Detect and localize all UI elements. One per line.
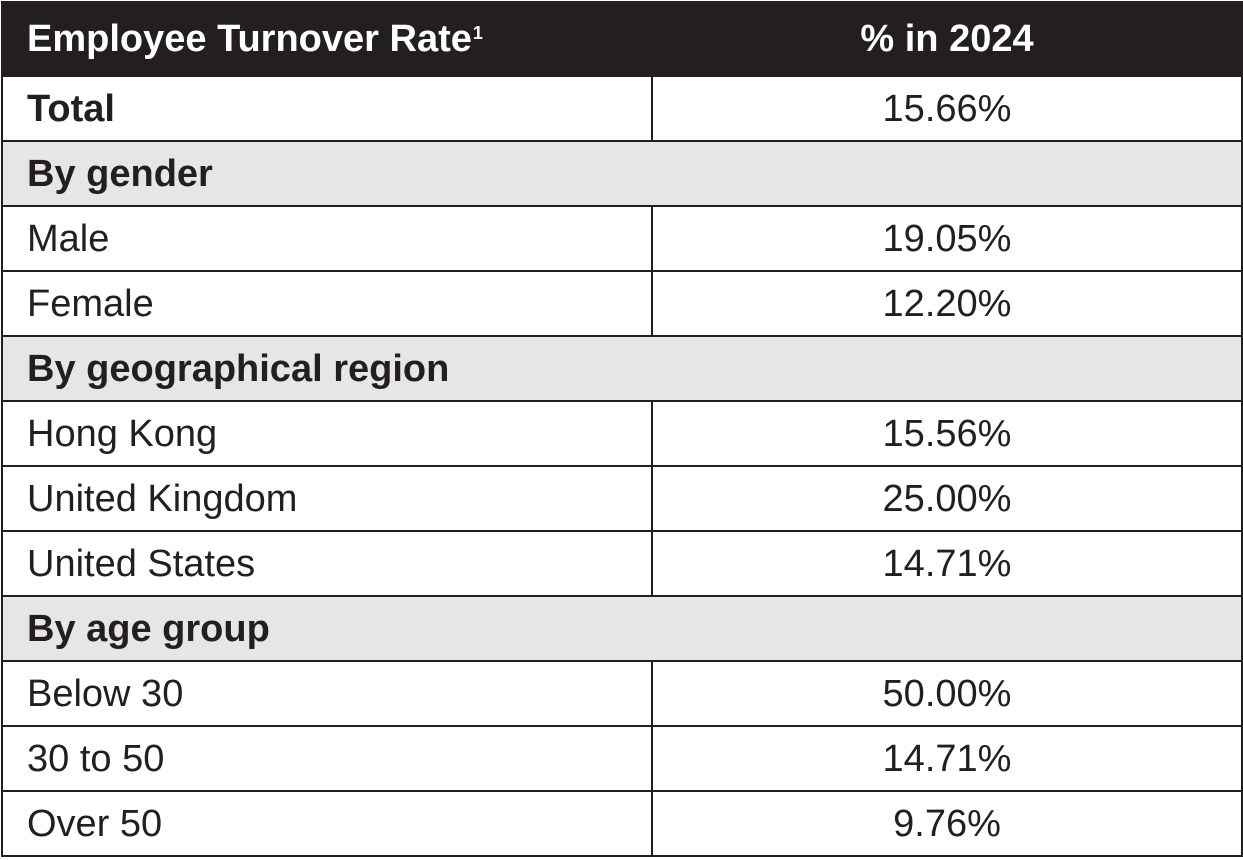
section-title: By gender xyxy=(1,140,1243,207)
table-header: Employee Turnover Rate1 % in 2024 xyxy=(1,1,1243,77)
row-label: Below 30 xyxy=(1,660,653,727)
table-row: Hong Kong 15.56% xyxy=(1,400,1243,467)
header-label-cell: Employee Turnover Rate1 xyxy=(1,1,653,77)
row-value: 19.05% xyxy=(651,205,1243,272)
header-value-cell: % in 2024 xyxy=(651,1,1243,77)
table-body: Total 15.66% By gender Male 19.05% Femal… xyxy=(1,75,1243,857)
row-value: 25.00% xyxy=(651,465,1243,532)
table-row: Male 19.05% xyxy=(1,205,1243,272)
row-label: 30 to 50 xyxy=(1,725,653,792)
row-label: United Kingdom xyxy=(1,465,653,532)
row-value: 9.76% xyxy=(651,790,1243,857)
row-label: Hong Kong xyxy=(1,400,653,467)
table-row: United States 14.71% xyxy=(1,530,1243,597)
section-row-region: By geographical region xyxy=(1,335,1243,402)
row-label: Male xyxy=(1,205,653,272)
row-value: 15.56% xyxy=(651,400,1243,467)
table-row: 30 to 50 14.71% xyxy=(1,725,1243,792)
header-footnote-marker: 1 xyxy=(472,23,483,43)
row-value: 12.20% xyxy=(651,270,1243,337)
row-label: United States xyxy=(1,530,653,597)
row-label: Female xyxy=(1,270,653,337)
table-row: United Kingdom 25.00% xyxy=(1,465,1243,532)
total-value: 15.66% xyxy=(651,75,1243,142)
section-row-gender: By gender xyxy=(1,140,1243,207)
row-label: Over 50 xyxy=(1,790,653,857)
table-row: Over 50 9.76% xyxy=(1,790,1243,857)
row-value: 14.71% xyxy=(651,725,1243,792)
section-row-age: By age group xyxy=(1,595,1243,662)
row-value: 14.71% xyxy=(651,530,1243,597)
header-value: % in 2024 xyxy=(860,18,1034,60)
row-value: 50.00% xyxy=(651,660,1243,727)
total-label: Total xyxy=(1,75,653,142)
section-title: By age group xyxy=(1,595,1243,662)
section-title: By geographical region xyxy=(1,335,1243,402)
table-row: Below 30 50.00% xyxy=(1,660,1243,727)
total-row: Total 15.66% xyxy=(1,75,1243,142)
header-row: Employee Turnover Rate1 % in 2024 xyxy=(1,1,1243,77)
header-label: Employee Turnover Rate xyxy=(27,18,472,60)
table-row: Female 12.20% xyxy=(1,270,1243,337)
